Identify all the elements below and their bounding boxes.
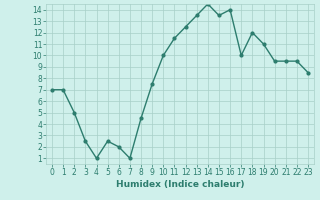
X-axis label: Humidex (Indice chaleur): Humidex (Indice chaleur) xyxy=(116,180,244,189)
